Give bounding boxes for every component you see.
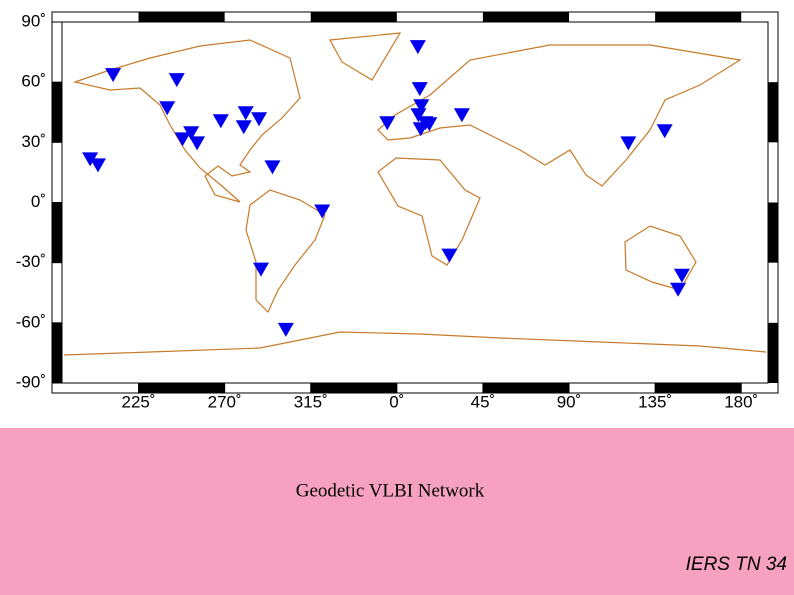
frame-band: [768, 202, 778, 263]
station-marker: [264, 160, 281, 175]
station-marker: [252, 262, 269, 277]
footer: IERS TN 34: [686, 554, 787, 575]
pink-band: [0, 428, 794, 595]
station-marker: [409, 40, 426, 55]
station-marker: [237, 106, 254, 121]
frame-band: [310, 383, 397, 393]
frame-band: [310, 12, 397, 22]
frame-band: [52, 322, 62, 383]
station-marker: [189, 136, 206, 151]
frame-band: [482, 12, 570, 22]
station-marker: [412, 122, 429, 137]
station-marker: [251, 112, 268, 127]
station-marker: [620, 136, 637, 151]
station-marker: [673, 268, 690, 283]
y-tick-label: -30˚: [16, 252, 46, 271]
title: Geodetic VLBI Network: [296, 480, 485, 501]
coastlines: [63, 32, 767, 356]
x-tick-label: 180˚: [724, 392, 758, 411]
x-tick-label: 270˚: [208, 392, 242, 411]
station-marker: [441, 248, 458, 263]
y-tick-label: -90˚: [16, 372, 46, 391]
station-marker: [183, 126, 200, 141]
y-tick-label: 60˚: [21, 72, 46, 91]
station-marker: [670, 282, 687, 297]
station-marker: [89, 158, 106, 173]
frame-band: [768, 322, 778, 383]
station-marker: [277, 322, 294, 337]
station-marker: [379, 116, 396, 131]
frame-band: [768, 82, 778, 143]
frame-band: [138, 383, 225, 393]
frame-band: [138, 12, 225, 22]
x-tick-label: 0˚: [389, 392, 404, 411]
frame-band: [655, 383, 742, 393]
frame-band: [482, 383, 570, 393]
y-tick-label: 90˚: [21, 11, 46, 30]
frame-band: [655, 12, 742, 22]
station-marker: [656, 124, 673, 139]
y-tick-label: 30˚: [21, 132, 46, 151]
station-marker: [159, 101, 176, 116]
y-tick-label: -60˚: [16, 312, 46, 331]
station-marker: [453, 108, 470, 123]
station-marker: [235, 120, 252, 135]
y-tick-label: 0˚: [31, 192, 46, 211]
x-tick-label: 135˚: [638, 392, 672, 411]
station-marker: [105, 68, 122, 83]
x-tick-label: 45˚: [471, 392, 496, 411]
station-marker: [421, 117, 438, 132]
map-frame-outer: [51, 11, 779, 394]
station-marker: [413, 99, 430, 114]
station-marker: [174, 132, 191, 147]
x-tick-label: 90˚: [557, 392, 582, 411]
station-marker: [411, 82, 428, 97]
frame-band: [52, 202, 62, 263]
frame-band: [52, 82, 62, 143]
station-marker: [212, 114, 229, 129]
station-marker: [314, 204, 331, 219]
station-marker: [82, 152, 99, 167]
map-frame: [61, 21, 769, 384]
station-marker: [168, 73, 185, 88]
station-marker: [410, 108, 427, 123]
x-tick-label: 315˚: [294, 392, 328, 411]
x-tick-label: 225˚: [122, 392, 156, 411]
